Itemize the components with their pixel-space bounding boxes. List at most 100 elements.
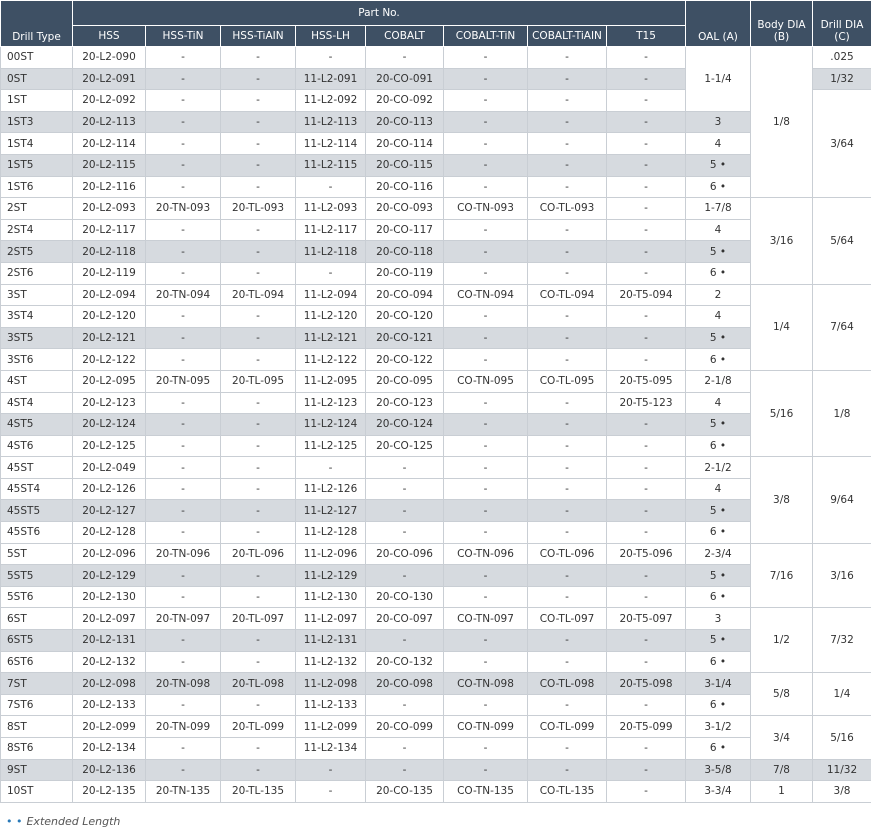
part-number: - — [220, 153, 296, 177]
part-number: - — [443, 305, 528, 328]
part-number: - — [220, 110, 296, 134]
body-dia-cell: 1 — [750, 780, 813, 803]
part-number: - — [527, 758, 607, 782]
part-number: - — [443, 413, 528, 436]
part-number: 20-L2-120 — [72, 305, 146, 328]
drill-type: 45ST4 — [0, 477, 73, 501]
part-number: 11-L2-123 — [295, 391, 366, 415]
table-row: 8ST6 20-L2-134- -11-L2-134- - - -6 • — [0, 737, 871, 760]
part-number: - — [295, 758, 366, 782]
part-number: - — [606, 629, 686, 652]
part-number: - — [606, 89, 686, 112]
part-number: - — [606, 197, 686, 220]
table-row: 3ST6 20-L2-122- -11-L2-122 20-CO-122- - -6 • — [0, 348, 871, 371]
part-number: - — [220, 434, 296, 458]
part-number: 11-L2-124 — [295, 413, 366, 436]
table-row: 4ST 20-L2-095 20-TN-095 20-TL-095 11-L2-095 2… — [0, 369, 871, 458]
table-row: 1ST5 20-L2-115- -11-L2-115 20-CO-115- - -5 • — [0, 153, 871, 177]
table-row: 9ST 20-L2-136- - - - - - -3-5/8 7/8 11/32 — [0, 758, 871, 782]
part-number: 20-L2-113 — [72, 110, 146, 134]
table-row: 5ST 20-L2-096 20-TN-096 20-TL-096 11-L2-096 2… — [0, 542, 871, 609]
part-number: - — [365, 737, 444, 760]
drill-dia-cell: 1/32 — [812, 67, 871, 91]
drill-type: 7ST6 — [0, 693, 73, 717]
drill-dia-cell: 7/32 — [812, 607, 871, 674]
part-number: - — [220, 650, 296, 674]
part-number: - — [527, 629, 607, 652]
part-number: - — [220, 737, 296, 760]
part-number: - — [443, 89, 528, 112]
part-number: - — [220, 46, 296, 69]
part-number: - — [443, 737, 528, 760]
part-number: - — [220, 391, 296, 415]
oal-cell: 4 — [685, 305, 751, 328]
part-number: - — [527, 564, 607, 587]
oal-cell: 5 • — [685, 153, 751, 177]
table-row: 45ST 20-L2-049- - - - - - -2-1/2 3/8 9/64 — [0, 456, 871, 544]
part-number: 20-CO-122 — [365, 348, 444, 371]
part-number: - — [145, 67, 221, 91]
part-number: 11-L2-118 — [295, 240, 366, 263]
drill-type: 6ST6 — [0, 650, 73, 674]
part-number: 20-CO-120 — [365, 305, 444, 328]
part-number: - — [295, 175, 366, 199]
column-header: T15 — [606, 25, 686, 47]
oal-cell: 5 • — [685, 413, 751, 436]
table-row: 1ST4 20-L2-114- -11-L2-114 20-CO-114- - -4 — [0, 132, 871, 155]
oal-cell: 3-1/4 — [685, 672, 751, 695]
table-row: 0ST 20-L2-091- -11-L2-091 20-CO-091- - -1/32 — [0, 67, 871, 91]
part-number: 20-T5-095 — [606, 369, 686, 393]
part-number: 20-TN-096 — [145, 542, 221, 566]
part-number: 20-TN-135 — [145, 780, 221, 803]
part-number: - — [527, 218, 607, 242]
oal-cell: 5 • — [685, 240, 751, 263]
table-row: 5ST6 20-L2-130- -11-L2-130 20-CO-130- - -6 • — [0, 585, 871, 609]
part-number: - — [527, 585, 607, 609]
table-row: 4ST4 20-L2-123- -11-L2-123 20-CO-123- -20-T5… — [0, 391, 871, 415]
part-number: - — [606, 67, 686, 91]
part-number: 20-CO-135 — [365, 780, 444, 803]
part-number: 20-CO-096 — [365, 542, 444, 566]
table-row: 45ST6 20-L2-128- -11-L2-128- - - -6 • — [0, 521, 871, 544]
part-number: 11-L2-125 — [295, 434, 366, 458]
column-header: HSS-TiAIN — [220, 25, 296, 47]
part-number: - — [606, 477, 686, 501]
part-number: - — [443, 348, 528, 371]
column-header: COBALT — [365, 25, 444, 47]
part-number: - — [220, 521, 296, 544]
part-number: - — [145, 477, 221, 501]
header-row: HSS HSS-TiN HSS-TiAIN HSS-LH COBALT COBALT-Ti… — [1, 25, 871, 47]
body-dia-cell: 1/8 — [750, 45, 813, 199]
oal-cell: 2-1/8 — [685, 369, 751, 393]
part-number: 20-CO-121 — [365, 326, 444, 350]
part-number: - — [295, 46, 366, 69]
part-number: 20-TN-093 — [145, 197, 221, 220]
part-number: 20-CO-092 — [365, 89, 444, 112]
part-number: - — [145, 737, 221, 760]
part-number: - — [365, 46, 444, 69]
part-number: 20-TL-098 — [220, 672, 296, 695]
part-number: 11-L2-122 — [295, 348, 366, 371]
part-number: 20-L2-119 — [72, 261, 146, 285]
drill-type: 8ST6 — [0, 737, 73, 760]
part-number: CO-TN-095 — [443, 369, 528, 393]
part-number: 20-T5-097 — [606, 607, 686, 631]
part-number: 20-L2-127 — [72, 499, 146, 523]
table-row: 4ST5 20-L2-124- -11-L2-124 20-CO-124- - -5 • — [0, 413, 871, 436]
part-number: - — [220, 477, 296, 501]
drill-dia-cell: 9/64 — [812, 456, 871, 544]
drill-type: 3ST — [0, 283, 73, 307]
part-number: - — [145, 413, 221, 436]
part-number: - — [220, 499, 296, 523]
part-number: 20-L2-126 — [72, 477, 146, 501]
part-number: - — [220, 305, 296, 328]
part-number: - — [606, 110, 686, 134]
part-number: CO-TL-095 — [527, 369, 607, 393]
part-number: - — [443, 67, 528, 91]
part-number: - — [606, 585, 686, 609]
body-dia-cell: 5/8 — [750, 672, 813, 717]
part-number: - — [295, 456, 366, 479]
part-number: - — [443, 521, 528, 544]
part-number: - — [527, 67, 607, 91]
table-row: 5ST5 20-L2-129- -11-L2-129- - - -5 • — [0, 564, 871, 587]
